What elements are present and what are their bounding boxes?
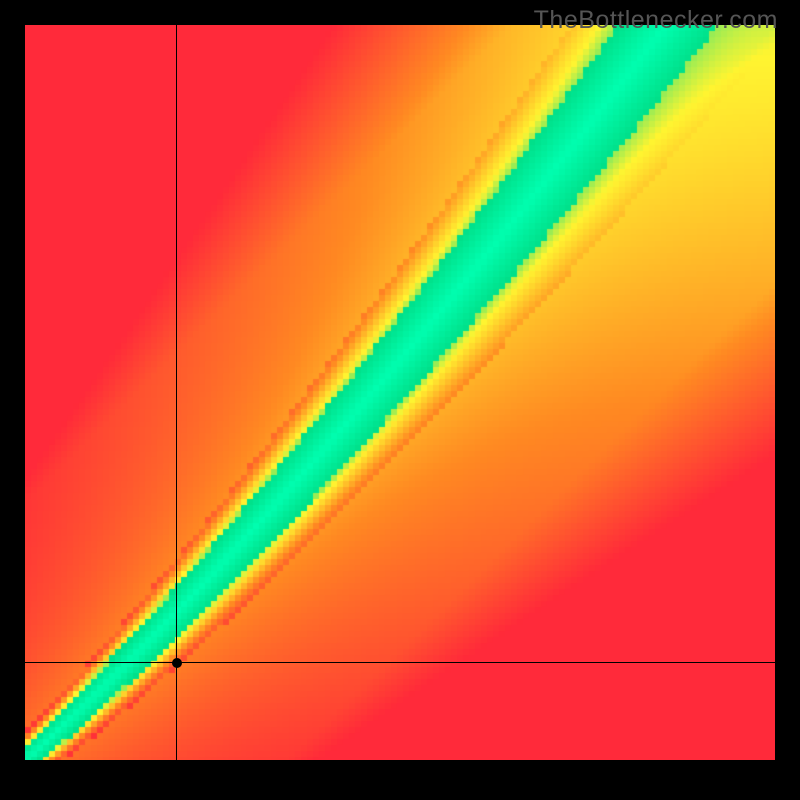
watermark-text: TheBottlenecker.com bbox=[534, 6, 778, 35]
heatmap-canvas bbox=[25, 25, 775, 760]
marker-dot bbox=[172, 658, 182, 668]
crosshair-vertical bbox=[176, 25, 177, 760]
plot-area bbox=[25, 25, 775, 760]
chart-container: TheBottlenecker.com bbox=[0, 0, 800, 800]
crosshair-horizontal bbox=[25, 662, 775, 663]
